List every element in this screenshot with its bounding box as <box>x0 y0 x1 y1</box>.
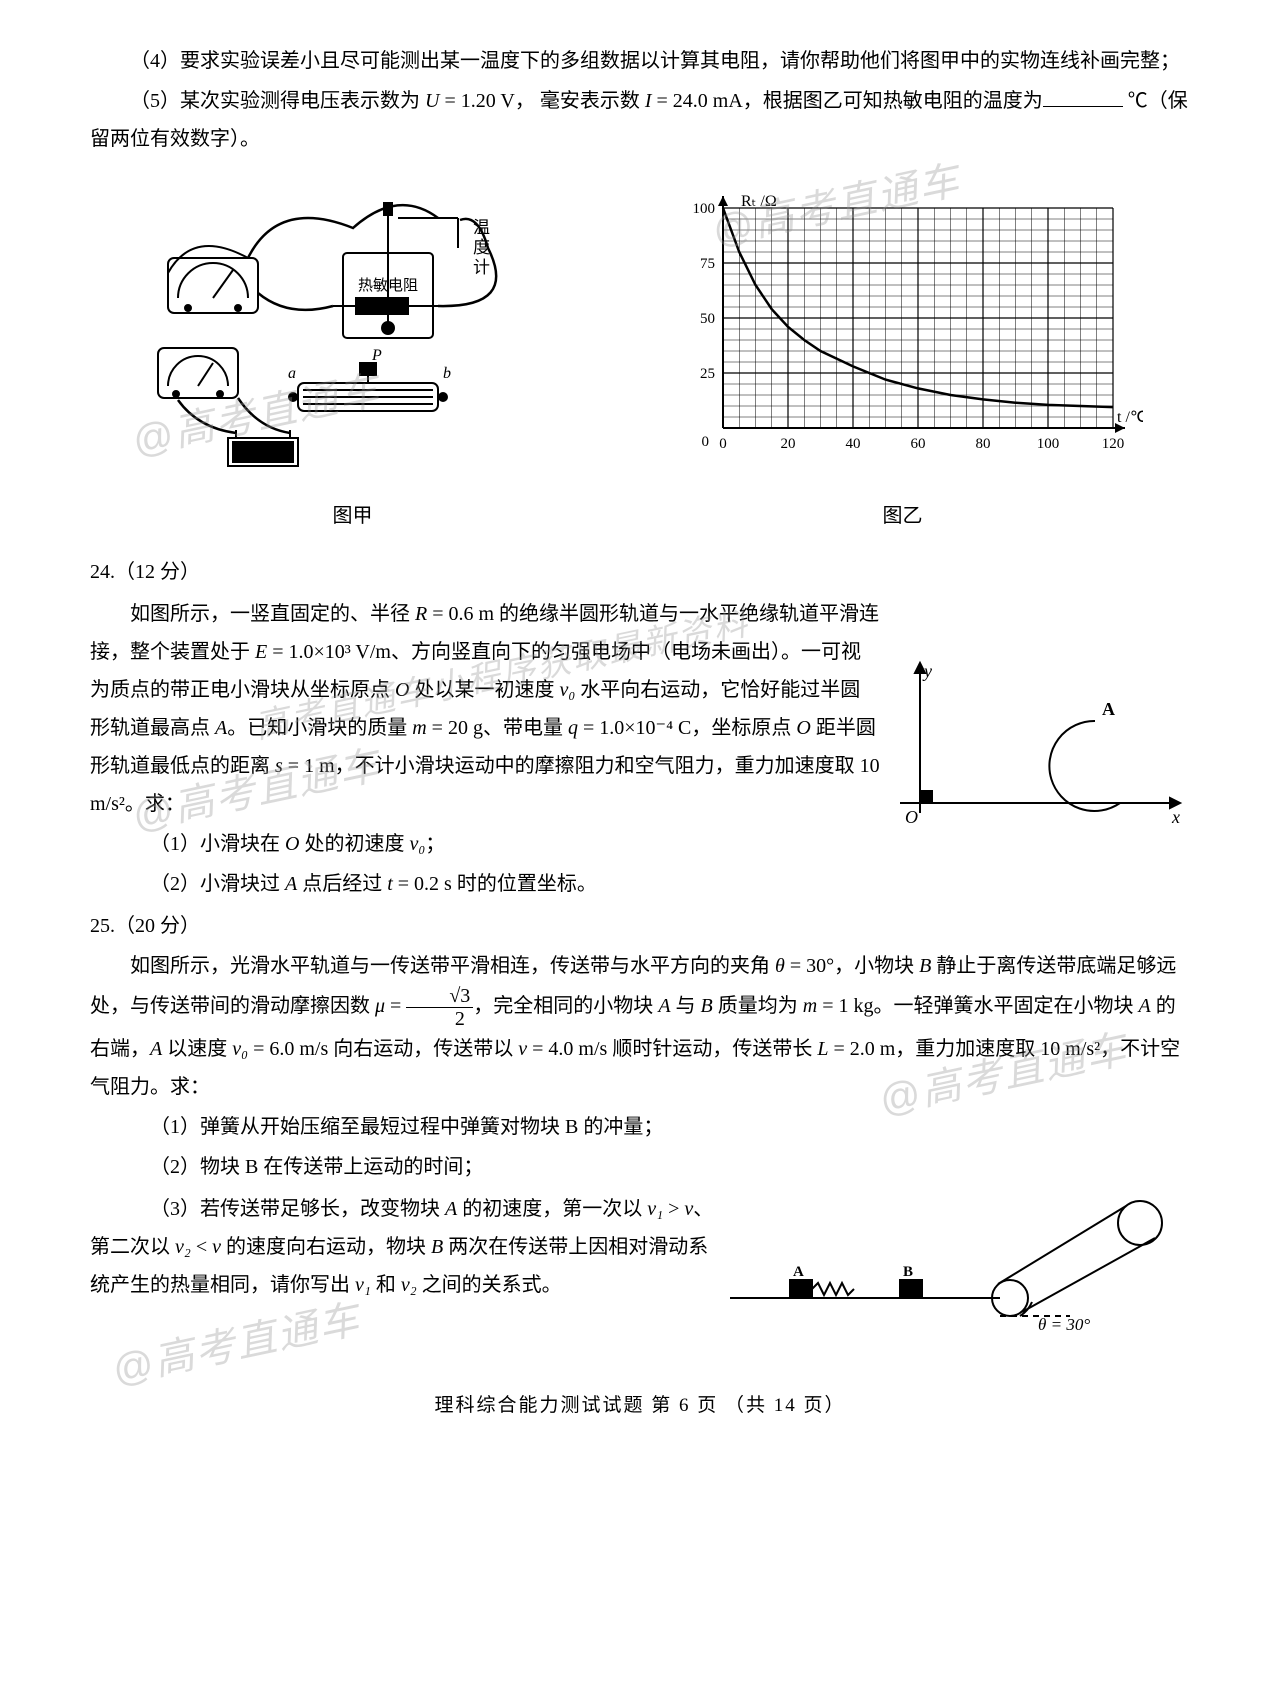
chart-svg: 0 20 40 60 80 100 120 25 50 75 100 0 Rₜ /Ω t /℃ <box>663 178 1143 478</box>
t: = 24.0 mA，根据图乙可知热敏电阻的温度为 <box>652 90 1043 112</box>
svg-text:80: 80 <box>975 436 990 452</box>
label: a <box>288 365 296 382</box>
label: 热敏电阻 <box>358 277 418 294</box>
caption-a: 图甲 <box>138 497 568 535</box>
q25-diagram: A B θ = 30° <box>720 1188 1190 1338</box>
svg-text:A: A <box>1102 699 1115 719</box>
svg-text:B: B <box>903 1264 913 1280</box>
svg-text:0: 0 <box>719 436 727 452</box>
q25-body: 如图所示，光滑水平轨道与一传送带平滑相连，传送带与水平方向的夹角 θ = 30°… <box>90 947 1190 1106</box>
figure-a: 温 度 计 热敏电阻 a b P <box>138 178 568 535</box>
svg-text:O: O <box>905 807 918 827</box>
label: P <box>371 347 382 364</box>
t: （5）某次实验测得电压表示数为 <box>130 90 425 112</box>
q23-p4: （4）要求实验误差小且尽可能测出某一温度下的多组数据以计算其电阻，请你帮助他们将… <box>90 42 1190 80</box>
q24-header: 24.（12 分） <box>90 553 1190 591</box>
svg-text:Rₜ /Ω: Rₜ /Ω <box>741 193 777 210</box>
label: 计 <box>473 258 490 277</box>
svg-text:y: y <box>922 661 932 681</box>
svg-text:120: 120 <box>1101 436 1124 452</box>
svg-text:75: 75 <box>700 256 715 272</box>
figure-row: @高考直通车 @高考直通车 <box>90 178 1190 535</box>
t: = 1.20 V， 毫安表示数 <box>439 90 644 112</box>
q25-header: 25.（20 分） <box>90 907 1190 945</box>
svg-text:25: 25 <box>700 366 715 382</box>
caption-b: 图乙 <box>663 497 1143 535</box>
svg-text:40: 40 <box>845 436 860 452</box>
q24-block: 高考直通车小程序获取最新资料 @高考直通车 24.（12 分） 如图所示，一竖直… <box>90 553 1190 905</box>
figure-b: 0 20 40 60 80 100 120 25 50 75 100 0 Rₜ /Ω t /℃ 图乙 <box>663 178 1143 535</box>
page-footer: 理科综合能力测试试题 第 6 页 （共 14 页） <box>90 1388 1190 1424</box>
var-U: U <box>425 90 439 112</box>
q25-block: @高考直通车 @高考直通车 25.（20 分） 如图所示，光滑水平轨道与一传送带… <box>90 907 1190 1338</box>
svg-text:100: 100 <box>692 201 715 217</box>
svg-text:A: A <box>793 1264 804 1280</box>
q24-s2: （2）小滑块过 A 点后经过 t = 0.2 s 时的位置坐标。 <box>90 865 880 903</box>
q25-s1: （1）弹簧从开始压缩至最短过程中弹簧对物块 B 的冲量； <box>90 1108 1190 1146</box>
q25-s2: （2）物块 B 在传送带上运动的时间； <box>90 1148 1190 1186</box>
svg-text:50: 50 <box>700 311 715 327</box>
q25-s3: （3）若传送带足够长，改变物块 A 的初速度，第一次以 v₁ > v、第二次以 … <box>90 1190 720 1304</box>
answer-blank[interactable] <box>1043 86 1123 107</box>
q23-p5: （5）某次实验测得电压表示数为 U = 1.20 V， 毫安表示数 I = 24… <box>90 82 1190 158</box>
svg-text:60: 60 <box>910 436 925 452</box>
svg-text:θ = 30°: θ = 30° <box>1038 1315 1090 1334</box>
svg-text:x: x <box>1171 807 1180 827</box>
svg-text:t /℃: t /℃ <box>1117 409 1143 426</box>
svg-text:100: 100 <box>1036 436 1059 452</box>
var-I: I <box>645 90 652 112</box>
q24-s1: （1）小滑块在 O 处的初速度 v₀； <box>90 825 880 863</box>
label: b <box>443 365 451 382</box>
svg-text:0: 0 <box>701 434 709 450</box>
label: 温 <box>473 218 490 237</box>
svg-text:20: 20 <box>780 436 795 452</box>
circuit-svg: 温 度 计 热敏电阻 a b P <box>138 178 568 478</box>
q24-diagram: y x O A <box>880 653 1190 843</box>
q24-body: 如图所示，一竖直固定的、半径 R = 0.6 m 的绝缘半圆形轨道与一水平绝缘轨… <box>90 595 880 823</box>
q23-block: （4）要求实验误差小且尽可能测出某一温度下的多组数据以计算其电阻，请你帮助他们将… <box>90 42 1190 535</box>
